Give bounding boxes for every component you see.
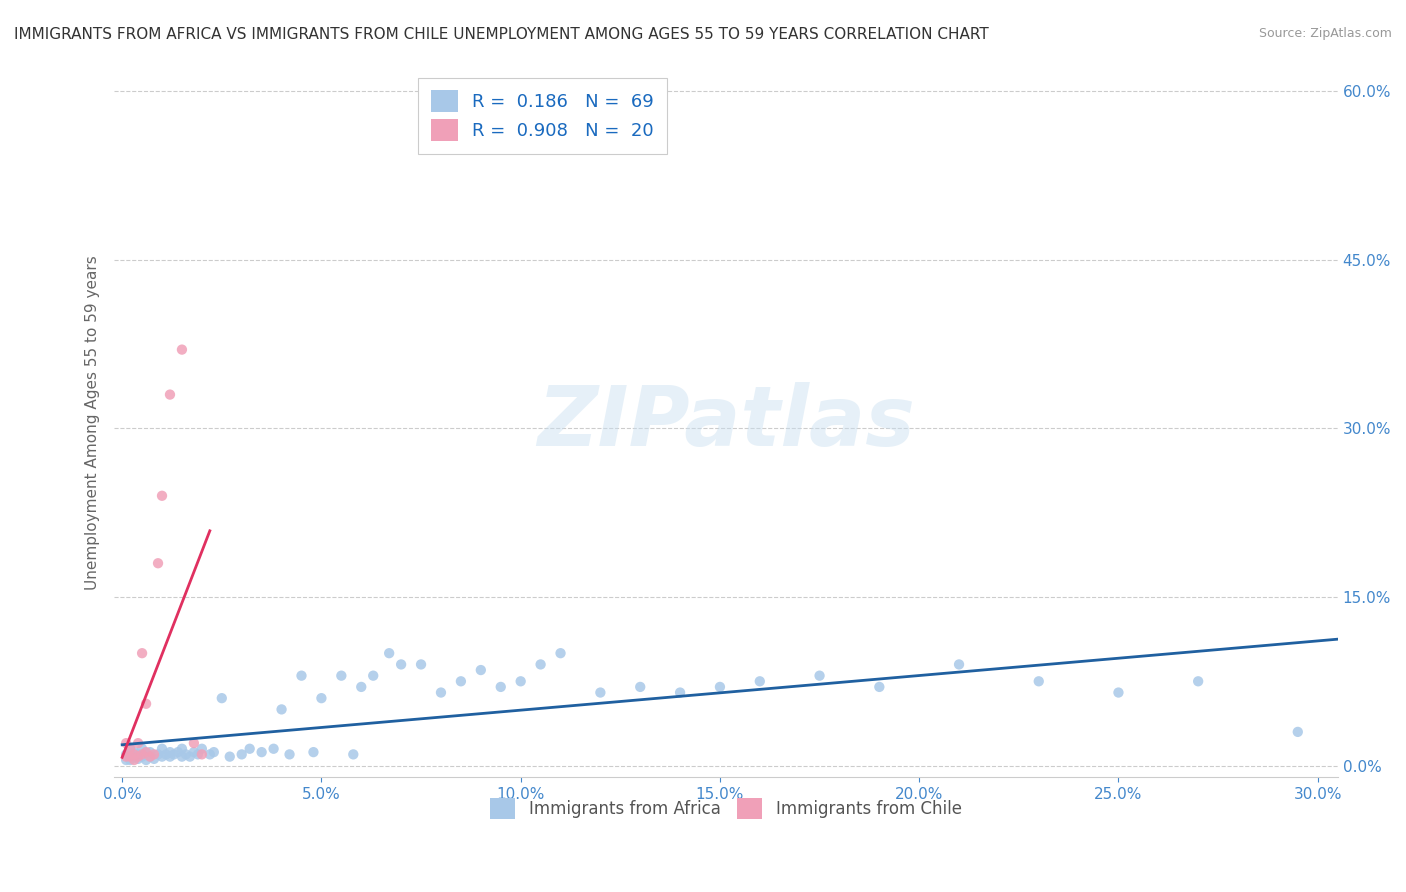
- Point: [135, 753, 157, 767]
- Point: [139, 749, 162, 764]
- Point: [170, 741, 193, 756]
- Point: [868, 680, 890, 694]
- Point: [174, 747, 197, 762]
- Point: [170, 749, 193, 764]
- Point: [163, 747, 186, 762]
- Point: [122, 747, 145, 762]
- Point: [389, 657, 412, 672]
- Point: [146, 747, 169, 762]
- Point: [290, 668, 312, 682]
- Legend: Immigrants from Africa, Immigrants from Chile: Immigrants from Africa, Immigrants from …: [484, 791, 969, 825]
- Point: [135, 747, 157, 762]
- Point: [120, 741, 142, 756]
- Point: [430, 685, 453, 699]
- Point: [748, 674, 770, 689]
- Point: [302, 745, 325, 759]
- Point: [131, 749, 153, 764]
- Point: [409, 657, 432, 672]
- Point: [179, 749, 201, 764]
- Point: [187, 747, 209, 762]
- Point: [120, 753, 142, 767]
- Point: [278, 747, 301, 762]
- Point: [120, 741, 142, 756]
- Point: [470, 663, 492, 677]
- Point: [115, 747, 138, 762]
- Point: [709, 680, 731, 694]
- Point: [948, 657, 970, 672]
- Point: [1028, 674, 1050, 689]
- Y-axis label: Unemployment Among Ages 55 to 59 years: Unemployment Among Ages 55 to 59 years: [86, 255, 100, 591]
- Text: IMMIGRANTS FROM AFRICA VS IMMIGRANTS FROM CHILE UNEMPLOYMENT AMONG AGES 55 TO 59: IMMIGRANTS FROM AFRICA VS IMMIGRANTS FRO…: [14, 27, 988, 42]
- Point: [550, 646, 572, 660]
- Point: [669, 685, 692, 699]
- Point: [589, 685, 612, 699]
- Point: [211, 691, 233, 706]
- Point: [270, 702, 292, 716]
- Point: [808, 668, 831, 682]
- Point: [139, 745, 162, 759]
- Point: [183, 736, 205, 750]
- Point: [127, 747, 149, 762]
- Point: [146, 556, 169, 570]
- Point: [159, 745, 181, 759]
- Point: [191, 741, 214, 756]
- Point: [155, 747, 177, 762]
- Point: [115, 749, 138, 764]
- Point: [135, 697, 157, 711]
- Point: [120, 749, 142, 764]
- Point: [122, 745, 145, 759]
- Point: [1107, 685, 1129, 699]
- Point: [170, 343, 193, 357]
- Point: [183, 745, 205, 759]
- Point: [489, 680, 512, 694]
- Point: [122, 749, 145, 764]
- Point: [450, 674, 472, 689]
- Point: [361, 668, 384, 682]
- Point: [150, 741, 173, 756]
- Point: [150, 749, 173, 764]
- Point: [131, 646, 153, 660]
- Point: [263, 741, 285, 756]
- Point: [342, 747, 364, 762]
- Point: [250, 745, 273, 759]
- Point: [378, 646, 401, 660]
- Point: [135, 745, 157, 759]
- Point: [159, 749, 181, 764]
- Point: [311, 691, 333, 706]
- Point: [127, 752, 149, 766]
- Point: [127, 736, 149, 750]
- Point: [198, 747, 221, 762]
- Text: ZIPatlas: ZIPatlas: [537, 382, 915, 463]
- Point: [628, 680, 651, 694]
- Point: [529, 657, 551, 672]
- Point: [115, 753, 138, 767]
- Point: [1286, 725, 1309, 739]
- Point: [143, 752, 166, 766]
- Point: [159, 387, 181, 401]
- Point: [202, 745, 225, 759]
- Point: [131, 741, 153, 756]
- Point: [115, 736, 138, 750]
- Point: [218, 749, 240, 764]
- Point: [231, 747, 253, 762]
- Point: [330, 668, 353, 682]
- Point: [350, 680, 373, 694]
- Point: [509, 674, 531, 689]
- Text: Source: ZipAtlas.com: Source: ZipAtlas.com: [1258, 27, 1392, 40]
- Point: [1187, 674, 1209, 689]
- Point: [143, 747, 166, 762]
- Point: [139, 749, 162, 764]
- Point: [150, 489, 173, 503]
- Point: [239, 741, 262, 756]
- Point: [127, 749, 149, 764]
- Point: [122, 753, 145, 767]
- Point: [131, 747, 153, 762]
- Point: [191, 747, 214, 762]
- Point: [167, 745, 190, 759]
